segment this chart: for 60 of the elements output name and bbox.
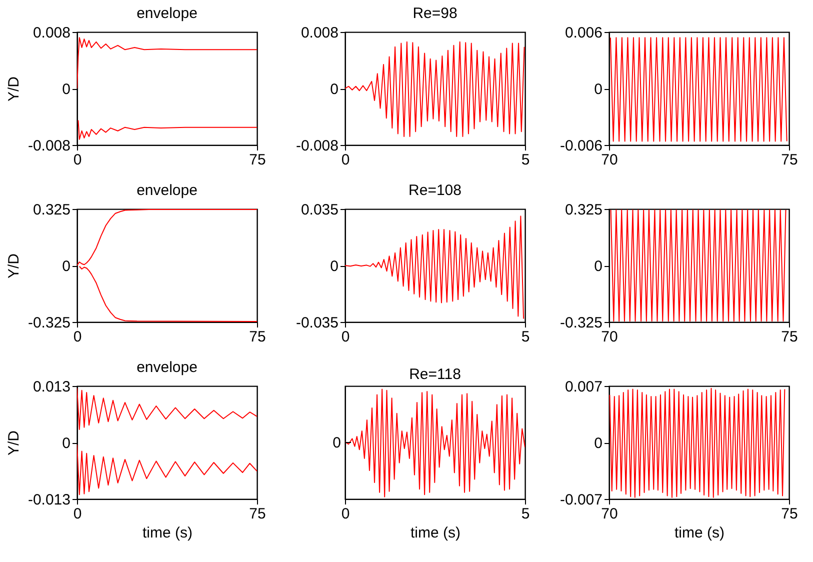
y-tick-label: 0 bbox=[62, 258, 70, 275]
chart-title: envelope bbox=[136, 5, 198, 22]
line-series bbox=[345, 216, 524, 320]
y-tick-label: -0.325 bbox=[28, 314, 70, 332]
y-tick-label: -0.013 bbox=[28, 492, 70, 508]
x-tick-label: 0 bbox=[73, 152, 82, 168]
chart-title: Re=118 bbox=[409, 366, 461, 383]
y-tick-label: 0 bbox=[594, 81, 602, 98]
x-axis-title: time (s) bbox=[142, 524, 192, 542]
y-tick-label: 0 bbox=[330, 258, 338, 275]
y-tick-label: 0.006 bbox=[564, 24, 602, 42]
y-tick-label: 0.008 bbox=[300, 24, 338, 42]
x-tick-label: 70 bbox=[601, 152, 618, 168]
y-tick-label: -0.325 bbox=[560, 314, 602, 332]
y-tick-label: 0 bbox=[594, 258, 602, 275]
y-axis-title: Y/D bbox=[6, 253, 22, 279]
chart-title: Re=108 bbox=[408, 182, 462, 199]
y-tick-label: 0.325 bbox=[32, 202, 70, 218]
x-tick-label: 5 bbox=[521, 328, 530, 346]
chart-title: envelope bbox=[136, 182, 198, 199]
y-axis-title: Y/D bbox=[6, 430, 22, 456]
x-tick-label: 75 bbox=[249, 152, 266, 168]
x-tick-label: 0 bbox=[73, 328, 82, 346]
y-tick-label: -0.007 bbox=[560, 492, 602, 508]
line-series bbox=[78, 120, 257, 140]
y-tick-label: -0.035 bbox=[296, 314, 338, 332]
y-tick-label: 0.008 bbox=[32, 24, 70, 42]
x-tick-label: 75 bbox=[781, 152, 798, 168]
chart-title: Re=98 bbox=[412, 5, 458, 22]
y-tick-label: -0.006 bbox=[560, 138, 602, 154]
x-tick-label: 75 bbox=[249, 328, 266, 346]
x-axis-title: time (s) bbox=[674, 524, 724, 542]
line-series bbox=[77, 444, 257, 496]
y-tick-label: 0.035 bbox=[300, 202, 338, 218]
x-tick-label: 75 bbox=[249, 506, 266, 522]
x-axis-title: time (s) bbox=[410, 524, 460, 542]
y-tick-label: 0.007 bbox=[564, 378, 602, 396]
line-series bbox=[77, 388, 257, 430]
x-tick-label: 75 bbox=[781, 506, 798, 522]
y-tick-label: 0 bbox=[594, 435, 602, 452]
y-tick-label: -0.008 bbox=[28, 138, 70, 154]
line-series bbox=[345, 41, 525, 138]
x-tick-label: 0 bbox=[341, 152, 350, 168]
x-tick-label: 0 bbox=[341, 328, 350, 346]
x-tick-label: 0 bbox=[73, 506, 82, 522]
line-series bbox=[77, 37, 257, 89]
chart-title: envelope bbox=[136, 359, 198, 376]
x-tick-label: 0 bbox=[341, 506, 350, 522]
y-tick-label: 0 bbox=[62, 81, 70, 98]
y-tick-label: -0.008 bbox=[296, 138, 338, 154]
y-tick-label: 0.325 bbox=[564, 202, 602, 218]
x-tick-label: 5 bbox=[521, 506, 530, 522]
x-tick-label: 75 bbox=[781, 328, 798, 346]
x-tick-label: 5 bbox=[521, 152, 530, 168]
y-axis-title: Y/D bbox=[6, 76, 22, 102]
y-tick-label: 0.013 bbox=[32, 378, 70, 396]
y-tick-label: 0 bbox=[330, 81, 338, 98]
y-tick-label: 0 bbox=[62, 435, 70, 452]
x-tick-label: 70 bbox=[601, 328, 618, 346]
x-tick-label: 70 bbox=[601, 506, 618, 522]
